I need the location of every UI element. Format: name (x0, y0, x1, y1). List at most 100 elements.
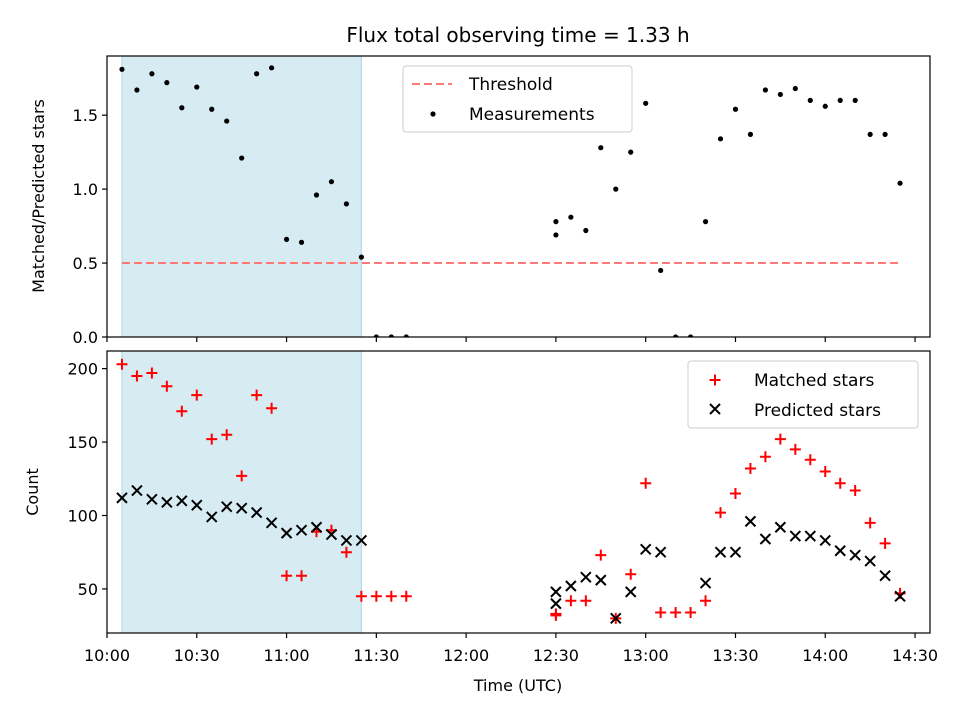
matched-star-point (625, 568, 637, 580)
y-tick-label: 1.0 (73, 180, 98, 199)
measurement-point (343, 201, 350, 207)
x-tick-label: 14:30 (892, 646, 938, 665)
measurement-point (583, 227, 589, 234)
y-tick-label: 0.0 (73, 328, 98, 347)
predicted-star-point (250, 506, 263, 519)
bottom-panel: 50 100 150 200 10:00 10:30 11:00 11:30 12:00 12:3… (67, 350, 938, 665)
x-tick-label: 12:30 (533, 646, 579, 665)
y-tick-label: 200 (67, 360, 98, 379)
predicted-star-point (849, 549, 861, 561)
predicted-star-point (191, 499, 203, 511)
measurement-point (254, 71, 260, 77)
matched-star-point (146, 367, 158, 379)
matched-star-point (340, 546, 352, 558)
measurement-point (897, 180, 903, 186)
matched-star-point (655, 606, 667, 618)
predicted-star-point (804, 530, 816, 542)
predicted-star-point (176, 495, 188, 507)
predicted-star-point (610, 612, 622, 625)
matched-star-point (715, 507, 727, 519)
legend-predicted-swatch (709, 403, 721, 415)
axes-frame (106, 350, 931, 634)
matched-star-point (580, 595, 592, 607)
matched-star-point (744, 463, 756, 474)
matched-star-point (804, 454, 816, 466)
measurement-point (553, 219, 559, 225)
measurement-point (613, 186, 619, 192)
predicted-star-point (565, 580, 577, 592)
predicted-star-point (340, 534, 353, 547)
measurement-point (179, 105, 185, 111)
predicted-star-point (325, 528, 338, 541)
matched-star-point (879, 537, 891, 549)
measurement-point (717, 136, 724, 142)
measurement-point (852, 97, 858, 103)
matched-star-point (400, 590, 412, 602)
x-tick-label: 12:00 (443, 646, 489, 665)
predicted-star-point (131, 484, 143, 497)
legend-matched-swatch (709, 374, 721, 386)
top-panel: 0.0 0.5 1.0 1.5 Threshold Measurements (73, 55, 931, 347)
matched-star-point (296, 570, 308, 582)
measurement-point (119, 66, 125, 72)
measurement-point (358, 254, 364, 260)
y-tick-label: 100 (67, 507, 98, 526)
legend-box (402, 65, 633, 133)
matched-star-point (281, 570, 293, 582)
measurement-point (149, 71, 155, 77)
legend-measurements-swatch (430, 111, 436, 117)
x-tick-label: 11:30 (353, 646, 399, 665)
measurement-point (643, 100, 649, 106)
measurement-point (837, 97, 843, 103)
measurement-point (673, 334, 679, 337)
x-axis-label: Time (UTC) (473, 676, 562, 695)
predicted-star-point (864, 555, 876, 567)
matched-star-point (550, 609, 562, 621)
matched-star-point (266, 402, 278, 414)
predicted-star-point (206, 511, 218, 523)
predicted-star-point (595, 574, 607, 586)
predicted-star-point (879, 570, 891, 582)
measurement-point (658, 267, 664, 274)
measurement-point (373, 334, 379, 337)
matched-star-point (251, 389, 263, 401)
measurement-point (747, 131, 754, 137)
matched-star-point (685, 606, 697, 618)
y-tick-label: 150 (67, 433, 98, 452)
predicted-star-point (235, 502, 248, 514)
predicted-star-point (729, 546, 742, 558)
predicted-star-point (355, 534, 368, 547)
matched-star-point (774, 433, 786, 445)
bottom-y-axis-label: Count (23, 468, 42, 516)
legend: Threshold Measurements (402, 65, 633, 133)
measurement-point (224, 118, 230, 124)
measurement-point (822, 103, 828, 109)
predicted-star-point (161, 496, 173, 508)
matched-star-point (221, 429, 233, 441)
legend-threshold-label: Threshold (468, 75, 553, 95)
measurement-point (164, 80, 170, 86)
plot-area (119, 65, 903, 337)
predicted-star-point (654, 546, 667, 558)
measurement-point (598, 145, 604, 151)
x-tick-label: 11:00 (264, 646, 310, 665)
legend: Matched stars Predicted stars (687, 360, 919, 429)
axes-frame (106, 55, 931, 338)
y-tick-label: 1.5 (73, 106, 98, 125)
predicted-star-point (789, 530, 802, 542)
measurement-point (209, 106, 215, 112)
x-tick-label: 13:00 (623, 646, 669, 665)
measurement-point (702, 219, 709, 225)
matched-star-point (849, 485, 861, 497)
measurement-point (298, 239, 305, 245)
measurement-point (388, 334, 394, 337)
matched-star-point (176, 405, 188, 417)
measurement-point (269, 65, 275, 71)
predicted-star-point (834, 545, 846, 557)
matched-star-point (729, 487, 741, 499)
matched-star-point (370, 590, 382, 602)
predicted-star-point (699, 577, 712, 589)
measurement-point (239, 155, 245, 161)
predicted-star-point (714, 546, 727, 558)
